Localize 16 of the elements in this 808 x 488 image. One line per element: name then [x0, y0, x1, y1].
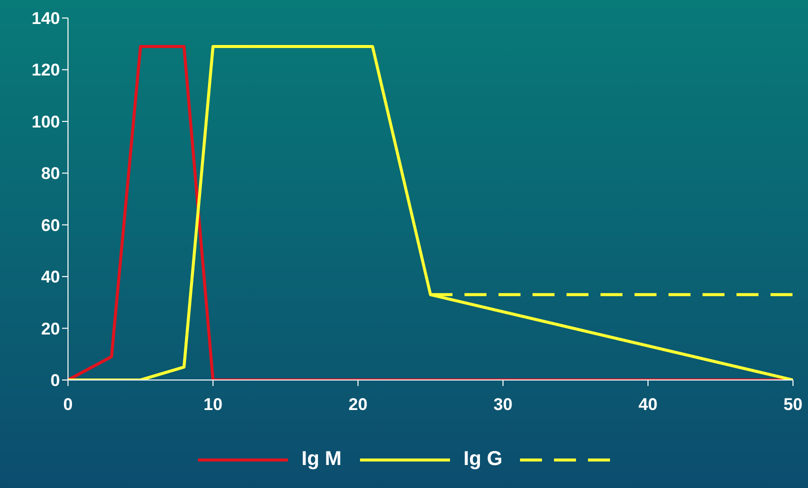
x-tick-label: 50: [784, 395, 802, 414]
x-tick-label: 10: [204, 395, 222, 414]
y-tick-label: 0: [50, 371, 60, 390]
y-tick-label: 40: [41, 268, 60, 287]
y-tick-label: 60: [41, 216, 60, 235]
y-tick-label: 100: [32, 112, 60, 132]
x-tick-label: 40: [638, 395, 658, 414]
x-tick-label: 20: [348, 395, 368, 414]
y-tick-label: 140: [32, 9, 60, 28]
y-tick-label: 120: [32, 60, 60, 80]
legend-label: Ig M: [302, 448, 342, 471]
legend-label: Ig G: [464, 448, 502, 471]
x-tick-label: 0: [63, 395, 73, 414]
y-tick-label: 20: [41, 319, 60, 338]
x-tick-label: 30: [494, 395, 512, 414]
y-tick-label: 80: [41, 164, 60, 184]
